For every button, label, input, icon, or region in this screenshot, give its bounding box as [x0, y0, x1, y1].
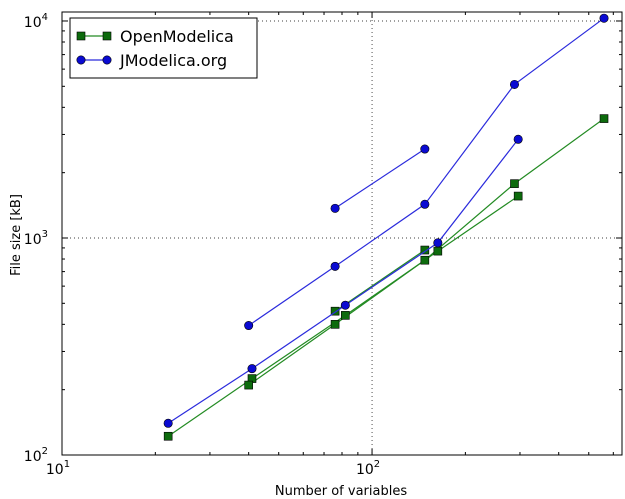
data-point	[163, 431, 173, 441]
data-point	[510, 179, 519, 188]
data-point	[420, 255, 430, 265]
data-point	[420, 144, 430, 154]
legend-box	[69, 17, 258, 79]
legend-marker	[76, 31, 86, 41]
data-point	[330, 203, 340, 213]
series-line	[334, 148, 426, 209]
data-point	[341, 311, 350, 320]
legend-marker	[102, 31, 112, 41]
data-point	[330, 320, 340, 329]
legend-marker	[102, 55, 112, 65]
y-tick-label: 103	[24, 229, 48, 248]
series-layer	[163, 13, 609, 441]
data-point	[513, 191, 523, 201]
data-point	[420, 245, 430, 255]
y-tick-label: 102	[24, 446, 48, 465]
data-point	[244, 321, 254, 331]
data-point	[599, 13, 609, 23]
data-point	[509, 79, 519, 89]
legend-label: JModelica.org	[119, 51, 227, 70]
legend-marker	[76, 55, 86, 65]
series-jmodelica	[163, 13, 609, 428]
data-point	[599, 114, 609, 123]
data-point	[340, 300, 350, 310]
series-line	[334, 249, 426, 312]
data-point	[244, 380, 253, 390]
legend: OpenModelica JModelica.org	[69, 17, 258, 79]
data-point	[420, 199, 430, 209]
legend-label: OpenModelica	[120, 27, 234, 46]
y-axis-label: File size [kB]	[9, 194, 24, 276]
data-point	[247, 364, 257, 374]
data-point	[163, 418, 173, 428]
data-point	[330, 306, 340, 316]
x-axis-label: Number of variables	[275, 484, 407, 499]
grid	[62, 12, 622, 455]
data-point	[433, 238, 443, 248]
series-line	[167, 138, 519, 424]
data-point	[513, 134, 523, 144]
data-point	[330, 261, 340, 271]
x-tick-label: 102	[356, 459, 380, 478]
series-line	[248, 17, 605, 326]
x-tick-label: 101	[46, 459, 70, 478]
y-tick-label: 104	[24, 12, 48, 31]
series-openmodelica	[163, 114, 609, 441]
data-point	[433, 246, 443, 256]
